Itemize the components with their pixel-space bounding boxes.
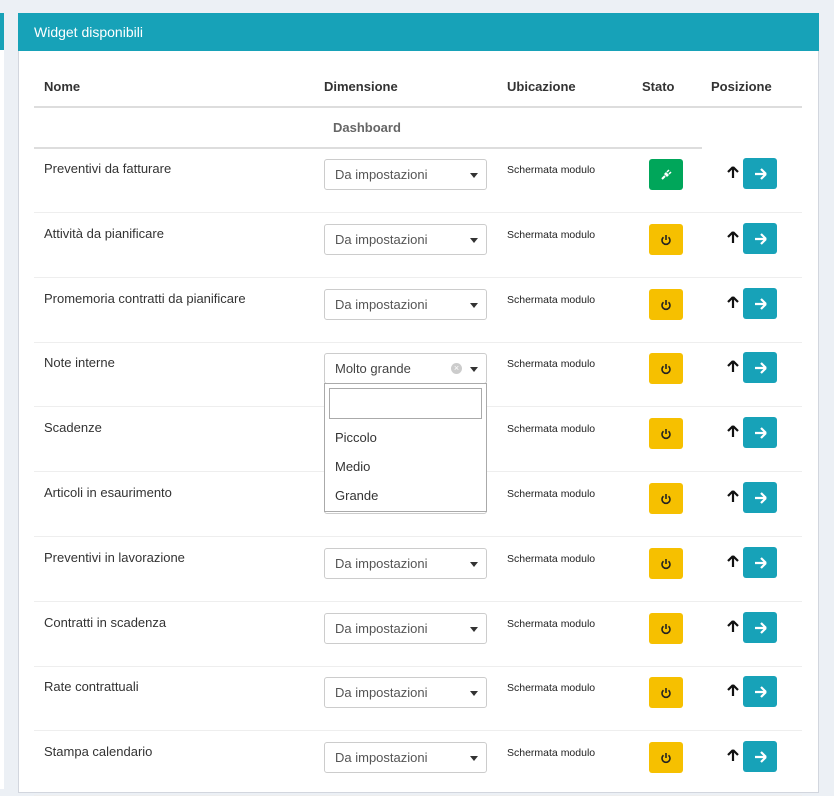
move-up[interactable] — [727, 425, 739, 443]
size-value: Da impostazioni — [335, 685, 428, 700]
widget-name: Note interne — [44, 355, 115, 370]
move-up[interactable] — [727, 749, 739, 767]
column-header: Posizione — [711, 79, 772, 94]
move-right[interactable] — [743, 482, 777, 513]
location: Schermata modulo — [507, 747, 596, 759]
dropdown-option[interactable]: Medio — [335, 459, 371, 474]
state-button[interactable] — [649, 418, 683, 449]
size-select[interactable]: Da impostazioni — [324, 742, 487, 773]
widget-name: Articoli in esaurimento — [44, 485, 172, 500]
size-select[interactable]: Molto grande — [324, 353, 487, 384]
header-line — [34, 106, 802, 108]
move-right[interactable] — [743, 352, 777, 383]
location: Schermata modulo — [507, 488, 596, 500]
select-caret — [470, 238, 478, 243]
select-caret — [470, 367, 478, 372]
size-select[interactable]: Da impostazioni — [324, 289, 487, 320]
location: Schermata modulo — [507, 164, 596, 176]
size-value: Da impostazioni — [335, 297, 428, 312]
move-up[interactable] — [727, 296, 739, 314]
move-up[interactable] — [727, 360, 739, 378]
move-right[interactable] — [743, 547, 777, 578]
row-line — [34, 666, 802, 667]
widget-name: Scadenze — [44, 420, 102, 435]
column-header: Dimensione — [324, 79, 398, 94]
row-line — [34, 342, 802, 343]
size-select[interactable]: Da impostazioni — [324, 548, 487, 579]
move-up[interactable] — [727, 490, 739, 508]
state-button[interactable] — [649, 613, 683, 644]
location: Schermata modulo — [507, 423, 596, 435]
select-caret — [470, 173, 478, 178]
move-up[interactable] — [727, 231, 739, 249]
size-value: Da impostazioni — [335, 750, 428, 765]
move-up[interactable] — [727, 166, 739, 184]
row-line — [34, 212, 802, 213]
dropdown-search[interactable] — [329, 388, 482, 419]
move-right[interactable] — [743, 223, 777, 254]
dropdown-option[interactable]: Piccolo — [335, 430, 377, 445]
select-caret — [470, 303, 478, 308]
widget-name: Preventivi da fatturare — [44, 161, 172, 176]
widget-name: Stampa calendario — [44, 744, 153, 759]
state-button[interactable] — [649, 353, 683, 384]
state-button[interactable] — [649, 289, 683, 320]
row-line — [34, 730, 802, 731]
state-button[interactable] — [649, 548, 683, 579]
location: Schermata modulo — [507, 229, 596, 241]
select-caret — [470, 691, 478, 696]
group-line — [34, 147, 702, 149]
widget-name: Attività da pianificare — [44, 226, 164, 241]
size-value: Molto grande — [335, 361, 411, 376]
column-header: Stato — [642, 79, 675, 94]
row-line — [34, 277, 802, 278]
size-select[interactable]: Da impostazioni — [324, 159, 487, 190]
row-line — [34, 536, 802, 537]
column-header: Ubicazione — [507, 79, 576, 94]
location: Schermata modulo — [507, 682, 596, 694]
widget-name: Promemoria contratti da pianificare — [44, 291, 246, 306]
state-button[interactable] — [649, 483, 683, 514]
move-right[interactable] — [743, 676, 777, 707]
move-right[interactable] — [743, 288, 777, 319]
clear-button[interactable]: × — [451, 363, 462, 374]
location: Schermata modulo — [507, 618, 596, 630]
select-caret — [470, 756, 478, 761]
state-button[interactable] — [649, 742, 683, 773]
widget-name: Contratti in scadenza — [44, 615, 167, 630]
state-button[interactable] — [649, 677, 683, 708]
panel-title: Widget disponibili — [18, 13, 819, 51]
move-right[interactable] — [743, 741, 777, 772]
size-select[interactable]: Da impostazioni — [324, 677, 487, 708]
move-up[interactable] — [727, 620, 739, 638]
select-caret — [470, 562, 478, 567]
move-up[interactable] — [727, 555, 739, 573]
move-right[interactable] — [743, 158, 777, 189]
column-header: Nome — [44, 79, 81, 94]
move-right[interactable] — [743, 612, 777, 643]
location: Schermata modulo — [507, 553, 596, 565]
widget-name: Preventivi in lavorazione — [44, 550, 185, 565]
select-caret — [470, 627, 478, 632]
side-panel-header — [0, 13, 4, 50]
location: Schermata modulo — [507, 358, 596, 370]
size-value: Da impostazioni — [335, 167, 428, 182]
size-select[interactable]: Da impostazioni — [324, 224, 487, 255]
group-label: Dashboard — [333, 120, 401, 135]
row-line — [34, 601, 802, 602]
move-right[interactable] — [743, 417, 777, 448]
size-value: Da impostazioni — [335, 621, 428, 636]
state-button[interactable] — [649, 224, 683, 255]
side-panel — [0, 13, 4, 789]
move-up[interactable] — [727, 684, 739, 702]
dropdown-option[interactable]: Grande — [335, 488, 379, 503]
state-button[interactable] — [649, 159, 683, 190]
location: Schermata modulo — [507, 294, 596, 306]
widget-name: Rate contrattuali — [44, 679, 139, 694]
size-value: Da impostazioni — [335, 232, 428, 247]
size-value: Da impostazioni — [335, 556, 428, 571]
size-select[interactable]: Da impostazioni — [324, 613, 487, 644]
